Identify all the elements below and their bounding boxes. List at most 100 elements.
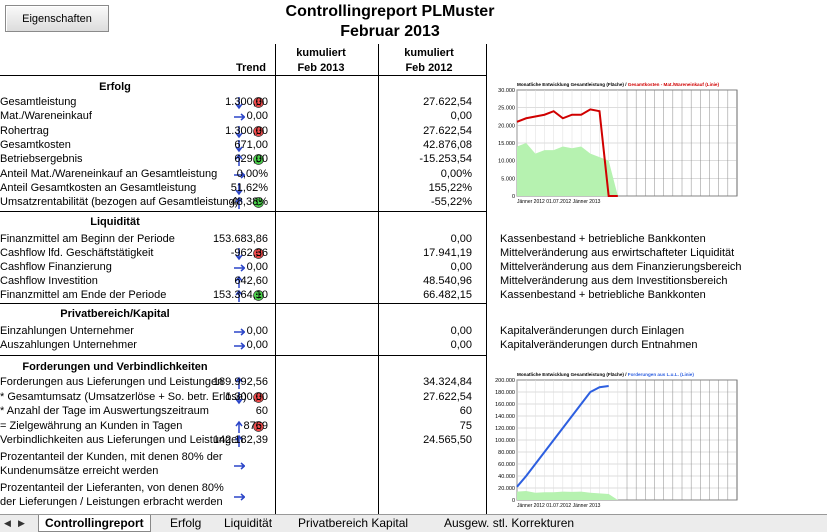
arrow-down-icon xyxy=(235,391,243,404)
row-description: Mittelveränderung aus erwirtschafteter L… xyxy=(500,247,735,259)
value-feb-2012: -55,22% xyxy=(431,196,472,209)
sad-smiley-icon xyxy=(253,97,264,108)
row-label: Verbindlichkeiten aus Lieferungen und Le… xyxy=(0,434,244,446)
y-tick-label: 160.000 xyxy=(495,402,515,408)
y-tick-label: 0 xyxy=(512,498,515,504)
table-row: Anteil Gesamtkosten an Gesamtleistung 51,… xyxy=(0,182,490,196)
value-feb-2012: 0,00 xyxy=(450,261,472,273)
col1-header-line1: kumuliert xyxy=(296,47,346,59)
happy-smiley-icon xyxy=(253,197,264,208)
value-feb-2012: 0,00 xyxy=(450,233,472,245)
happy-smiley-icon xyxy=(253,154,264,166)
table-row: = Zielgewährung an Kunden in Tagen 8769 7… xyxy=(0,420,490,434)
report-title: Controllingreport PLMuster xyxy=(285,3,495,20)
arrow-right-icon xyxy=(234,170,245,179)
arrow-right-icon xyxy=(234,493,245,501)
value-feb-2013: 60 xyxy=(255,405,268,417)
value-feb-2013: 1.300,00 xyxy=(225,390,268,403)
value-feb-2013: 0,00% xyxy=(236,167,268,180)
table-row: Finanzmittel am Ende der Periode 153.364… xyxy=(0,289,490,303)
arrow-down-icon xyxy=(235,139,243,153)
arrow-up-icon xyxy=(235,153,243,167)
table-row: Forderungen aus Lieferungen und Leistung… xyxy=(0,376,490,390)
row-label: Finanzmittel am Beginn der Periode xyxy=(0,233,175,245)
sheet-tab[interactable]: Erfolg xyxy=(170,516,202,530)
table-row: * Gesamtumsatz (Umsatzerlöse + So. betr.… xyxy=(0,391,490,405)
table-row: Gesamtkosten 671,00 42.876,08 xyxy=(0,139,490,153)
value-feb-2012: 75 xyxy=(459,419,472,432)
row-label: = Zielgewährung an Kunden in Tagen xyxy=(0,419,183,432)
x-axis-labels: Jänner 2012 01.07.2012 Jänner 2013 xyxy=(517,199,601,205)
arrow-up-icon xyxy=(235,275,243,288)
next-sheet-icon[interactable]: ▶ xyxy=(18,518,25,528)
trend-header: Trend xyxy=(236,62,266,74)
line-series xyxy=(516,385,609,488)
row-label: Mat./Wareneinkauf xyxy=(0,110,92,123)
value-feb-2013: 153.683,86 xyxy=(212,233,268,245)
row-label: Umsatzrentabilität (bezogen auf Gesamtle… xyxy=(0,196,239,209)
row-label: Betriebsergebnis xyxy=(0,153,83,166)
area-series xyxy=(517,143,618,196)
value-feb-2012: 0,00% xyxy=(440,167,472,180)
y-tick-label: 0 xyxy=(512,194,515,200)
section-erfolg: Erfolg xyxy=(99,81,131,93)
sad-smiley-icon xyxy=(253,420,264,432)
row-description: Kapitalveränderungen durch Entnahmen xyxy=(500,339,698,351)
table-row: Cashflow Investition 642,60 48.540,96 xyxy=(0,275,490,289)
row-description: Mittelveränderung aus dem Finanzierungsb… xyxy=(500,261,742,273)
value-feb-2012: -15.253,54 xyxy=(419,153,472,166)
value-feb-2013: 48,38% xyxy=(230,196,268,209)
y-tick-label: 100.000 xyxy=(495,438,515,444)
row-label: * Gesamtumsatz (Umsatzerlöse + So. betr.… xyxy=(0,390,247,403)
value-feb-2013: 142.182,39 xyxy=(212,434,268,446)
arrow-up-icon xyxy=(235,376,243,389)
grid-divider xyxy=(0,355,487,356)
value-feb-2012: 155,22% xyxy=(428,181,472,194)
sheet-tab[interactable]: Liquidität xyxy=(224,516,273,530)
y-tick-label: 80.000 xyxy=(498,450,515,456)
y-tick-label: 200.000 xyxy=(495,378,515,384)
value-feb-2013: 671,00 xyxy=(234,138,268,151)
value-feb-2012: 42.876,08 xyxy=(423,138,472,151)
grid-divider xyxy=(378,44,379,514)
forderungen-chart: 200.000 180.000 160.000 140.000 120.000 100.0… xyxy=(487,368,817,512)
value-feb-2013: 0,00 xyxy=(246,325,268,337)
arrow-up-icon xyxy=(235,289,243,302)
table-row: Verbindlichkeiten aus Lieferungen und Le… xyxy=(0,434,490,448)
sheet-tab-bar: ◀ ▶ Controllingreport Erfolg Liquidität Pri… xyxy=(0,514,827,532)
value-feb-2013: 1.300,00 xyxy=(225,124,268,137)
value-feb-2012: 0,00 xyxy=(450,325,472,337)
y-tick-label: 20.000 xyxy=(498,123,515,129)
sad-smiley-icon xyxy=(253,248,264,259)
value-feb-2012: 48.540,96 xyxy=(423,275,472,287)
grid-divider xyxy=(275,44,276,514)
table-row: Finanzmittel am Beginn der Periode 153.68… xyxy=(0,233,490,247)
row-label: Finanzmittel am Ende der Periode xyxy=(0,289,167,301)
y-tick-label: 140.000 xyxy=(495,414,515,420)
table-row: Cashflow Finanzierung 0,00 0,00 xyxy=(0,261,490,275)
y-tick-label: 10.000 xyxy=(498,159,515,165)
value-feb-2013: 629,00 xyxy=(234,153,268,166)
row-label: Anteil Gesamtkosten an Gesamtleistung xyxy=(0,181,197,194)
arrow-right-icon xyxy=(234,113,245,121)
sheet-tab[interactable]: Controllingreport xyxy=(38,515,151,532)
arrow-down-icon xyxy=(235,248,243,261)
sheet-tab[interactable]: Privatbereich Kapital xyxy=(298,516,409,530)
y-tick-label: 120.000 xyxy=(495,426,515,432)
row-label: Prozentanteil der Lieferanten, von denen… xyxy=(0,482,224,494)
row-label: Auszahlungen Unternehmer xyxy=(0,339,137,351)
sheet-tab[interactable]: Ausgew. stl. Korrekturen xyxy=(444,516,575,530)
sad-smiley-icon xyxy=(253,391,264,403)
value-feb-2012: 27.622,54 xyxy=(423,124,472,137)
properties-button[interactable]: Eigenschaften xyxy=(5,5,109,32)
first-sheet-icon[interactable]: ◀ xyxy=(4,518,11,528)
y-tick-label: 15.000 xyxy=(498,141,515,147)
grid-divider xyxy=(0,303,487,304)
section-privat: Privatbereich/Kapital xyxy=(60,308,170,320)
row-label: * Anzahl der Tage im Auswertungszeitraum xyxy=(0,405,209,417)
arrow-down-icon xyxy=(235,182,243,196)
happy-smiley-icon xyxy=(253,290,264,301)
table-row: Auszahlungen Unternehmer 0,00 0,00 xyxy=(0,339,490,353)
row-label: Gesamtleistung xyxy=(0,96,77,108)
value-feb-2012: 27.622,54 xyxy=(423,96,472,108)
